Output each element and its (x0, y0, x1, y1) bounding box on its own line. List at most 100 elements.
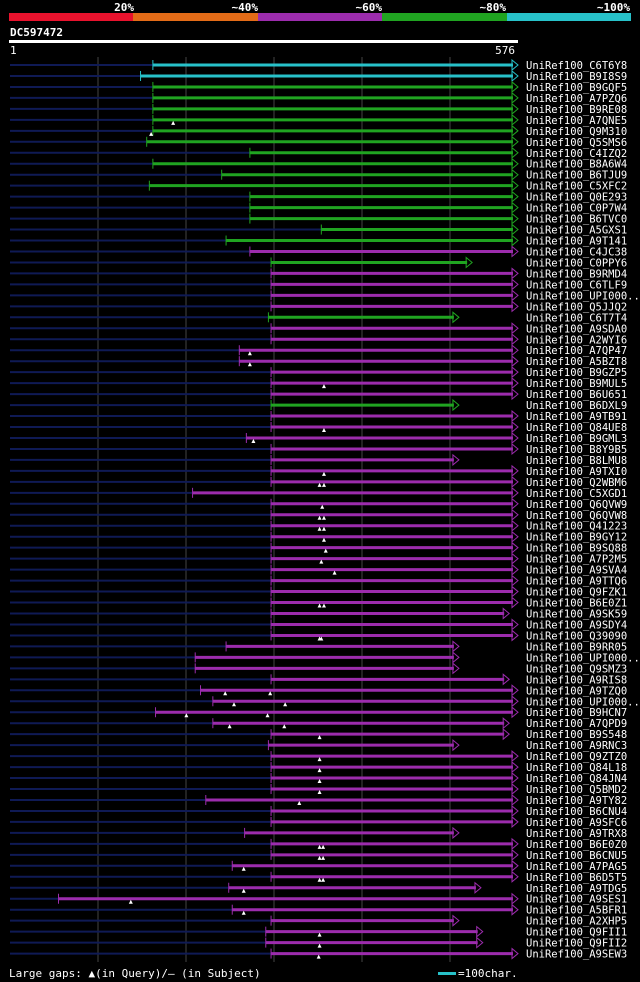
hit-label: UniRef100_C0P7W4 (526, 203, 627, 215)
hit-label: UniRef100_UPI000.. (526, 696, 640, 708)
hit-end-arrow (511, 892, 519, 905)
hit-label: UniRef100_UPI000.. (526, 652, 640, 664)
hit-label: UniRef100_B9MUL5 (526, 378, 627, 390)
hit-end-arrow (511, 135, 519, 148)
hit-label: UniRef100_A9SVA4 (526, 565, 627, 577)
hit-label: UniRef100_A2WYI6 (526, 334, 627, 346)
hit-end-arrow (511, 355, 519, 368)
hit-end-arrow (511, 761, 519, 774)
hit-end-arrow (452, 453, 460, 466)
hit-end-arrow (502, 728, 510, 741)
hit-label: UniRef100_B9RE08 (526, 104, 627, 116)
hit-label: UniRef100_Q84UE8 (526, 422, 627, 434)
hit-end-arrow (511, 58, 519, 72)
hit-label: UniRef100_C4JC38 (526, 246, 627, 258)
hit-label: UniRef100_B9I8S9 (526, 71, 627, 83)
hit-end-arrow (511, 815, 519, 828)
query-gap-marker (321, 384, 326, 389)
hit-end-arrow (511, 267, 519, 280)
hit-label: UniRef100_A9TTQ6 (526, 576, 627, 588)
legend-seg-100 (506, 13, 632, 21)
hit-label: UniRef100_A5BZT8 (526, 356, 627, 368)
hit-end-arrow (511, 804, 519, 818)
query-gap-marker (265, 713, 270, 718)
hit-label: UniRef100_B6DXL9 (526, 400, 627, 412)
hit-end-arrow (452, 311, 460, 324)
hit-label: UniRef100_Q9FII1 (526, 927, 627, 939)
hit-end-arrow (452, 914, 460, 927)
hit-end-arrow (452, 739, 460, 752)
legend-seg-20 (9, 13, 134, 21)
hit-end-arrow (511, 782, 519, 796)
hit-end-arrow (511, 508, 519, 521)
hit-label: UniRef100_Q39090 (526, 630, 627, 642)
hit-label: UniRef100_C6TLF9 (526, 279, 627, 291)
hit-label: UniRef100_C5XGD1 (526, 488, 627, 500)
hit-end-arrow (511, 91, 519, 104)
hit-end-arrow (511, 179, 519, 192)
query-gap-marker (319, 559, 324, 564)
hit-end-arrow (511, 377, 519, 390)
hit-label: UniRef100_A9SDY4 (526, 619, 627, 631)
hit-label: UniRef100_B9S548 (526, 729, 627, 741)
hit-end-arrow (502, 717, 510, 730)
query-gap-marker (321, 482, 326, 487)
query-gap-marker (247, 351, 252, 356)
hit-label: UniRef100_A9T141 (526, 236, 627, 248)
hit-label: UniRef100_A9TRX8 (526, 828, 627, 840)
query-gap-marker (317, 932, 322, 937)
query-gap-marker (251, 438, 256, 443)
hit-label: UniRef100_A9RIS8 (526, 674, 627, 686)
hit-end-arrow (511, 793, 519, 807)
hit-end-arrow (511, 475, 519, 488)
hit-label: UniRef100_B9RR05 (526, 641, 627, 653)
hit-end-arrow (511, 464, 519, 477)
hit-end-arrow (476, 936, 484, 949)
hit-end-arrow (511, 870, 519, 883)
hit-label: UniRef100_Q84L18 (526, 762, 627, 774)
hit-label: UniRef100_C6T7T4 (526, 312, 627, 324)
hit-label: UniRef100_Q9SMZ3 (526, 663, 627, 675)
hit-label: UniRef100_C0PPY6 (526, 257, 627, 269)
hit-end-arrow (511, 947, 519, 960)
query-start-label: 1 (10, 44, 17, 57)
hit-end-arrow (511, 859, 519, 872)
legend-label-20: 20% (114, 1, 134, 14)
legend-label-80: ~80% (479, 1, 507, 14)
hit-label: UniRef100_C5XFC2 (526, 181, 627, 193)
hit-end-arrow (476, 925, 484, 938)
hit-label: UniRef100_Q5BMD2 (526, 784, 627, 796)
hit-label: UniRef100_B9RMD4 (526, 268, 627, 280)
legend-seg-80 (382, 13, 507, 21)
query-gap-marker (332, 570, 337, 575)
hit-end-arrow (511, 629, 519, 642)
query-gap-marker (317, 855, 322, 860)
query-gap-marker (317, 844, 322, 849)
hit-label: UniRef100_A9TDG5 (526, 883, 627, 895)
hit-label: UniRef100_A9TY82 (526, 795, 627, 807)
hit-label: UniRef100_B6CNU4 (526, 806, 627, 818)
hit-end-arrow (511, 442, 519, 456)
large-gaps-legend: Large gaps: ▲(in Query)/— (in Subject) (9, 967, 261, 980)
hit-end-arrow (502, 673, 510, 686)
hit-end-arrow (511, 684, 519, 697)
hit-label: UniRef100_A9RNC3 (526, 740, 627, 752)
hit-end-arrow (511, 388, 519, 401)
query-gap-marker (297, 800, 302, 805)
hit-label: UniRef100_Q84JN4 (526, 773, 627, 785)
scale-swatch (438, 972, 456, 975)
hit-label: UniRef100_A2XHP5 (526, 916, 627, 928)
hit-label: UniRef100_C6T6Y8 (526, 60, 627, 72)
hit-label: UniRef100_A7QPD9 (526, 718, 627, 730)
hit-end-arrow (502, 607, 510, 620)
query-gap-marker (321, 603, 326, 608)
legend-seg-40 (133, 13, 258, 21)
hit-end-arrow (511, 903, 519, 916)
query-gap-marker (317, 790, 322, 795)
hit-label: UniRef100_A9TZQ0 (526, 685, 627, 697)
query-gap-marker (171, 120, 176, 125)
query-gap-marker (283, 702, 288, 707)
scale-legend: =100char. (438, 967, 518, 980)
hit-label: UniRef100_B6E0Z1 (526, 598, 627, 610)
